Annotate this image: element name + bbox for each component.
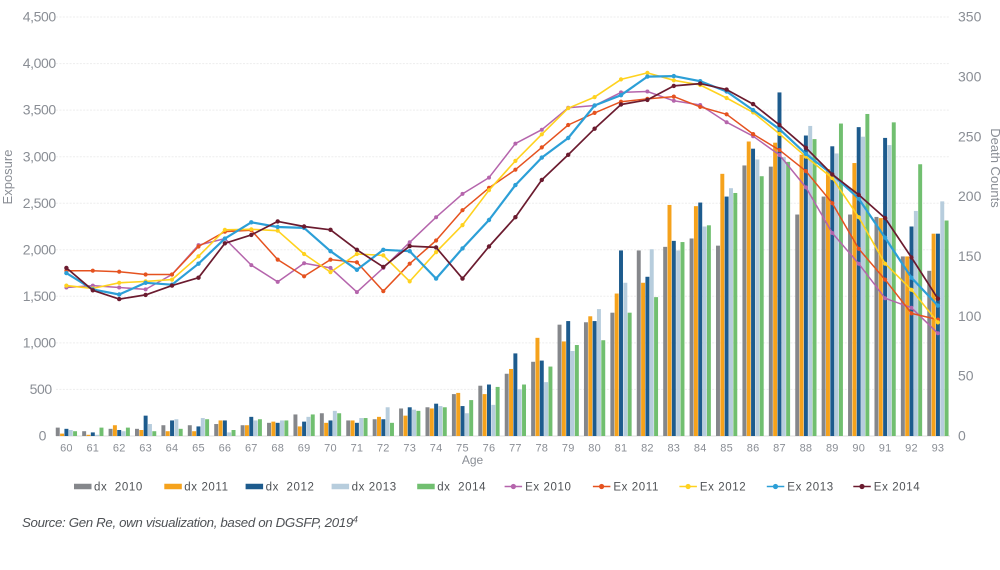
svg-text:77: 77 (509, 443, 522, 455)
svg-text:90: 90 (852, 443, 865, 455)
svg-text:dx 2013: dx 2013 (352, 482, 397, 494)
svg-text:Ex 2013: Ex 2013 (787, 482, 833, 494)
svg-text:68: 68 (271, 443, 284, 455)
svg-text:500: 500 (30, 381, 53, 397)
svg-text:86: 86 (747, 443, 760, 455)
svg-text:2,000: 2,000 (23, 241, 57, 257)
svg-text:66: 66 (219, 443, 232, 455)
svg-text:65: 65 (192, 443, 205, 455)
svg-text:1,000: 1,000 (23, 335, 57, 351)
svg-text:72: 72 (377, 443, 390, 455)
svg-text:3,000: 3,000 (23, 148, 57, 164)
svg-text:50: 50 (958, 368, 974, 384)
svg-text:100: 100 (958, 308, 982, 324)
svg-text:250: 250 (958, 128, 982, 144)
svg-text:92: 92 (905, 443, 918, 455)
svg-text:88: 88 (800, 443, 813, 455)
svg-text:2,500: 2,500 (23, 195, 57, 211)
svg-text:73: 73 (403, 443, 416, 455)
svg-text:4,500: 4,500 (23, 9, 57, 25)
svg-text:Ex 2012: Ex 2012 (700, 482, 746, 494)
svg-text:79: 79 (562, 443, 575, 455)
svg-text:82: 82 (641, 443, 654, 455)
svg-text:63: 63 (139, 443, 152, 455)
svg-text:dx 2012: dx 2012 (266, 482, 315, 494)
svg-text:Ex 2011: Ex 2011 (613, 482, 659, 494)
svg-text:1,500: 1,500 (23, 288, 57, 304)
svg-text:Exposure: Exposure (0, 150, 15, 205)
svg-text:Age: Age (462, 453, 484, 467)
svg-text:Ex 2010: Ex 2010 (525, 482, 571, 494)
svg-text:dx 2010: dx 2010 (94, 482, 143, 494)
svg-text:dx 2014: dx 2014 (437, 482, 486, 494)
svg-text:74: 74 (430, 443, 443, 455)
svg-text:89: 89 (826, 443, 839, 455)
svg-text:80: 80 (588, 443, 601, 455)
svg-text:Death Counts: Death Counts (988, 128, 1000, 208)
svg-text:Ex 2014: Ex 2014 (874, 482, 920, 494)
svg-text:0: 0 (39, 428, 47, 444)
svg-text:91: 91 (879, 443, 892, 455)
svg-text:87: 87 (773, 443, 786, 455)
svg-text:67: 67 (245, 443, 258, 455)
svg-text:dx 2011: dx 2011 (184, 482, 228, 494)
svg-text:84: 84 (694, 443, 707, 455)
svg-text:200: 200 (958, 188, 982, 204)
svg-text:Source: Gen Re, own visualizat: Source: Gen Re, own visualization, based… (22, 515, 358, 531)
svg-text:150: 150 (958, 248, 982, 264)
svg-text:62: 62 (113, 443, 126, 455)
svg-text:64: 64 (166, 443, 179, 455)
svg-text:83: 83 (667, 443, 680, 455)
svg-text:0: 0 (958, 428, 966, 444)
svg-text:75: 75 (456, 443, 469, 455)
svg-text:85: 85 (720, 443, 733, 455)
svg-text:71: 71 (351, 443, 364, 455)
svg-text:70: 70 (324, 443, 337, 455)
svg-text:4,000: 4,000 (23, 55, 57, 71)
svg-text:81: 81 (615, 443, 628, 455)
svg-text:76: 76 (483, 443, 496, 455)
svg-text:69: 69 (298, 443, 311, 455)
svg-text:60: 60 (60, 443, 73, 455)
svg-text:93: 93 (932, 443, 945, 455)
svg-text:3,500: 3,500 (23, 102, 57, 118)
svg-text:350: 350 (958, 9, 982, 25)
svg-text:300: 300 (958, 69, 982, 85)
svg-text:78: 78 (535, 443, 548, 455)
svg-text:61: 61 (86, 443, 99, 455)
